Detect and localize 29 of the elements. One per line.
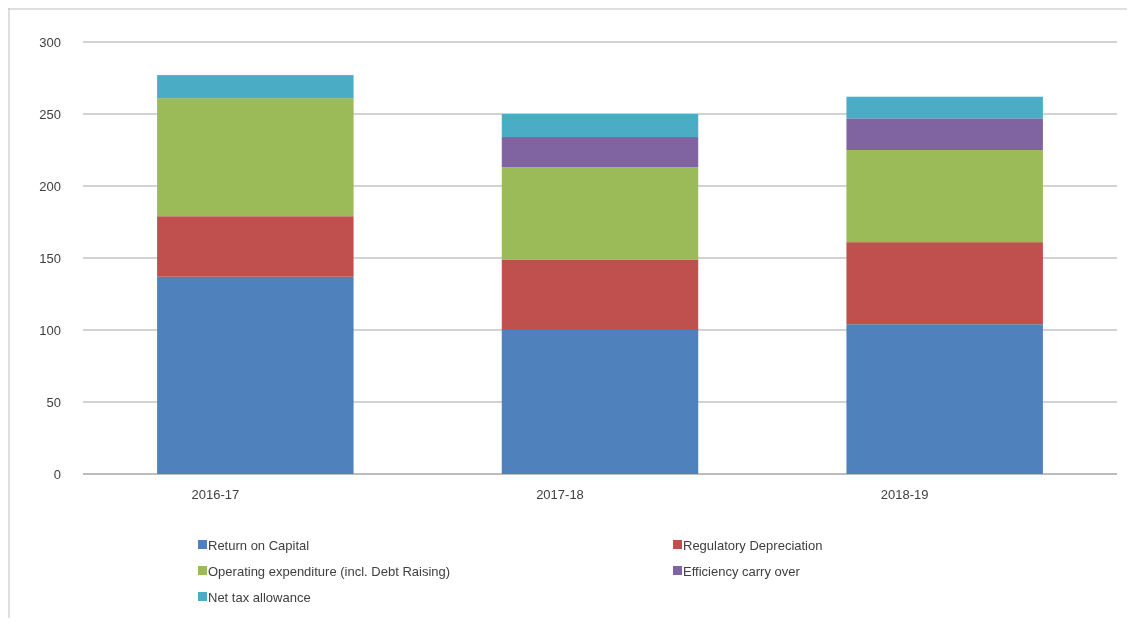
y-tick-label: 200 (39, 178, 61, 194)
bar (846, 242, 1043, 325)
legend-label: Operating expenditure (incl. Debt Raising) (208, 563, 451, 579)
bar (157, 75, 354, 99)
legend-label: Efficiency carry over (683, 563, 801, 579)
bar (501, 114, 699, 138)
y-tick-label: 50 (46, 394, 61, 410)
bar (846, 96, 1043, 119)
bar (501, 259, 699, 330)
x-tick-label: 2017-18 (536, 487, 584, 502)
bar (501, 137, 699, 168)
legend-label: Regulatory Depreciation (683, 537, 823, 553)
bar (157, 216, 354, 277)
y-tick-label: 300 (39, 34, 61, 50)
bar (846, 118, 1043, 150)
bar (501, 330, 699, 474)
bar (846, 324, 1043, 474)
y-tick-label: 250 (39, 106, 61, 122)
y-tick-label: 150 (39, 250, 61, 266)
bar (157, 276, 354, 474)
x-tick-label: 2018-19 (880, 487, 929, 502)
legend-label: Return on Capital (208, 537, 310, 553)
y-tick-label: 100 (39, 322, 61, 338)
y-tick-label: 0 (53, 466, 61, 482)
x-tick-label: 2016-17 (191, 487, 240, 502)
legend-label: Net tax allowance (208, 589, 311, 605)
bar (846, 150, 1043, 243)
bar (501, 167, 699, 260)
bar (157, 98, 354, 217)
